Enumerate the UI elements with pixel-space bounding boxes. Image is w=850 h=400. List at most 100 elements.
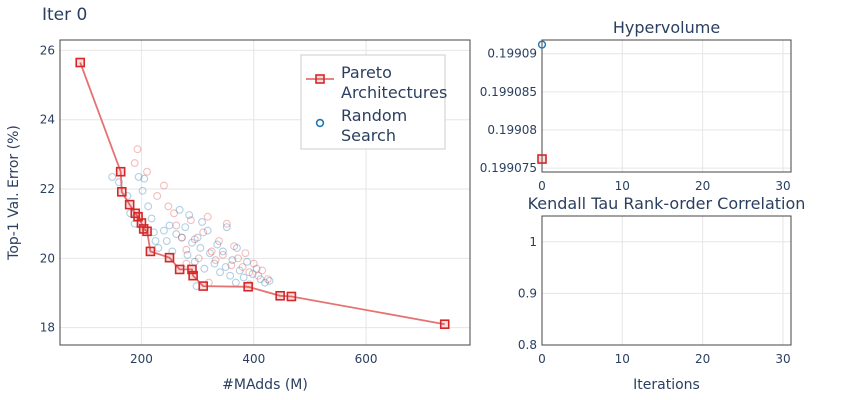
random-search-point: [218, 247, 227, 256]
random-search-point: [235, 266, 244, 275]
random-search-point: [159, 226, 168, 235]
random-search-point-red: [199, 228, 208, 237]
x-axis-title: #MAdds (M): [222, 377, 308, 393]
random-search-point: [154, 244, 163, 252]
y-tick-label: 1: [529, 235, 537, 249]
random-search-point-red: [211, 256, 220, 265]
kendall-tau-plot[interactable]: 0 10 20 30 0.8 0.9 1 Kendall Tau Rank-order Cor…: [518, 194, 805, 393]
y-tick-label: 0.19908: [487, 123, 537, 137]
random-search-point-red: [230, 242, 239, 251]
random-search-point: [177, 233, 186, 242]
y-tick-label: 0.19909: [487, 47, 537, 61]
random-search-point: [185, 211, 194, 219]
pareto-point: [145, 246, 156, 257]
random-search-point: [256, 275, 265, 284]
random-search-point: [221, 263, 230, 271]
pareto-point: [75, 57, 86, 68]
random-search-point: [181, 223, 190, 232]
random-search-point-red: [194, 254, 203, 263]
legend-pareto-marker: [315, 74, 325, 84]
x-tick-label: 200: [130, 352, 153, 366]
pareto-point: [198, 281, 209, 291]
y-tick-label: 24: [40, 113, 55, 127]
random-search-point-red: [164, 202, 173, 211]
random-search-point-red: [263, 275, 272, 284]
random-search-point: [232, 244, 241, 252]
pareto-point: [124, 199, 135, 210]
random-search-point: [261, 278, 269, 287]
random-search-point: [183, 250, 192, 259]
x-tick-label: 30: [775, 179, 790, 193]
random-search-point: [165, 221, 174, 230]
random-search-point: [213, 240, 222, 249]
pareto-point: [136, 218, 147, 228]
hypervolume-plot[interactable]: 0 10 20 30 0.199075 0.19908 0.199085 0.19909 Hyp…: [480, 18, 792, 193]
hypervolume-random-point: [537, 40, 547, 49]
pareto-point: [164, 252, 175, 263]
pareto-point: [115, 166, 126, 177]
y-tick-label: 22: [40, 182, 55, 196]
random-search-point: [231, 278, 240, 287]
legend-pareto-label: Pareto Architectures: [341, 63, 447, 102]
pareto-point: [187, 264, 197, 275]
legend[interactable]: Pareto Architectures Random Search: [300, 54, 447, 150]
random-search-point: [203, 226, 212, 235]
pareto-point: [243, 281, 253, 292]
random-search-point-red: [241, 249, 250, 258]
x-tick-label: 10: [615, 352, 630, 366]
legend-label-line: Random: [341, 106, 407, 125]
random-search-point: [222, 223, 231, 232]
x-tick-label: 0: [538, 352, 546, 366]
random-search-point: [200, 264, 209, 273]
legend-label-line: Pareto: [341, 63, 392, 82]
random-search-point-red: [245, 268, 254, 277]
random-search-point-red: [254, 271, 263, 280]
x-tick-label: 20: [695, 179, 710, 193]
random-search-point: [162, 237, 171, 245]
y-tick-label: 18: [40, 321, 55, 335]
pareto-point: [142, 226, 152, 237]
random-search-point: [248, 269, 257, 278]
main-scatter-plot[interactable]: 200 400 600 18 20 22 24 26 #MAdds (M) Top-1 Val. …: [6, 39, 471, 393]
random-search-point-red: [203, 212, 212, 221]
random-search-point-red: [218, 250, 227, 259]
random-search-point: [228, 256, 237, 265]
pareto-point: [275, 290, 285, 301]
random-search-point: [216, 268, 225, 277]
y-tick-label: 0.199075: [480, 161, 537, 175]
hypervolume-pareto-point: [537, 154, 547, 164]
random-search-point: [108, 172, 117, 181]
random-search-point: [210, 259, 219, 268]
x-tick-label: 400: [242, 352, 265, 366]
random-search-point-red: [170, 209, 178, 218]
pareto-line: [79, 62, 445, 326]
pareto-point: [286, 291, 297, 302]
random-search-point: [198, 218, 207, 226]
plot-frame: [541, 39, 792, 173]
pareto-point: [188, 270, 198, 281]
random-search-point-red: [182, 259, 191, 268]
random-search-point-red: [238, 263, 247, 271]
random-search-point: [147, 214, 156, 223]
random-search-point-red: [214, 237, 223, 245]
random-search-point-red: [153, 192, 162, 200]
legend-random-label: Random Search: [341, 106, 407, 145]
random-search-point-red: [207, 247, 216, 256]
random-search-point-red: [186, 216, 195, 225]
random-search-point: [138, 186, 147, 195]
random-search-point: [134, 172, 143, 181]
plot-frame: [541, 215, 792, 346]
pareto-point: [439, 319, 450, 330]
random-search-point-red: [258, 266, 267, 275]
x-tick-label: 20: [695, 352, 710, 366]
random-search-point: [243, 257, 251, 266]
random-search-point-red: [182, 245, 191, 254]
figure-title: Iter 0: [42, 5, 87, 25]
random-search-point-red: [222, 219, 231, 228]
legend-label-line: Architectures: [341, 83, 447, 102]
random-search-point: [175, 205, 184, 214]
x-tick-label: 10: [615, 179, 630, 193]
y-tick-label: 0.199085: [480, 85, 537, 99]
random-search-point-red: [177, 233, 186, 242]
